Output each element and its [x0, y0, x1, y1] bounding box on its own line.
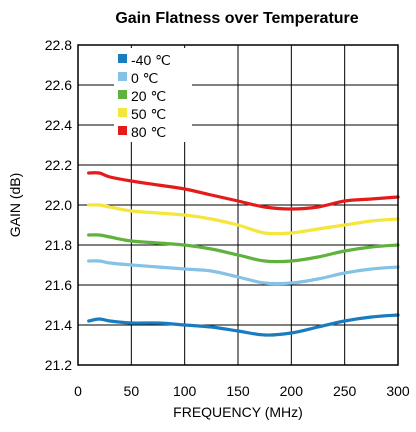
legend-swatch-0 [118, 54, 127, 63]
y-tick-label: 22.4 [45, 117, 72, 133]
chart-title: Gain Flatness over Temperature [115, 10, 358, 27]
series-line-1 [87, 259, 400, 286]
series-line-2 [87, 233, 400, 264]
y-tick-label: 22.6 [45, 77, 72, 93]
y-tick-label: 21.6 [45, 277, 72, 293]
series-line-0 [87, 313, 400, 337]
y-tick-label: 21.2 [45, 357, 72, 373]
legend-swatch-1 [118, 72, 127, 81]
y-tick-label: 21.4 [45, 317, 72, 333]
x-tick-label: 250 [333, 383, 357, 399]
legend-label-1: 0 ℃ [131, 70, 158, 86]
x-tick-label: 300 [386, 383, 410, 399]
x-axis-label: FREQUENCY (MHz) [173, 404, 303, 420]
y-axis-label: GAIN (dB) [7, 173, 23, 238]
series-line-4 [87, 171, 400, 211]
x-tick-label: 0 [74, 383, 82, 399]
y-tick-label: 22.2 [45, 157, 72, 173]
series-line-3 [87, 203, 400, 236]
legend-label-2: 20 ℃ [131, 88, 166, 104]
legend-swatch-4 [118, 126, 127, 135]
plot-frame [77, 44, 399, 366]
x-tick-label: 150 [226, 383, 250, 399]
x-tick-labels: 0 50 100 150 200 250 300 [74, 383, 410, 399]
y-tick-label: 22.8 [45, 37, 72, 53]
legend: -40 ℃ 0 ℃ 20 ℃ 50 ℃ 80 ℃ [118, 52, 171, 140]
grid [77, 44, 399, 366]
series-lines [87, 171, 400, 337]
legend-swatch-3 [118, 108, 127, 117]
x-tick-label: 200 [280, 383, 304, 399]
x-tick-label: 50 [124, 383, 140, 399]
x-tick-label: 100 [173, 383, 197, 399]
legend-label-4: 80 ℃ [131, 124, 166, 140]
legend-swatch-2 [118, 90, 127, 99]
legend-label-0: -40 ℃ [131, 52, 171, 68]
y-tick-labels: 21.2 21.4 21.6 21.8 22.0 22.2 22.4 22.6 22.8 [45, 37, 72, 373]
y-tick-label: 22.0 [45, 197, 72, 213]
legend-label-3: 50 ℃ [131, 106, 166, 122]
y-tick-label: 21.8 [45, 237, 72, 253]
